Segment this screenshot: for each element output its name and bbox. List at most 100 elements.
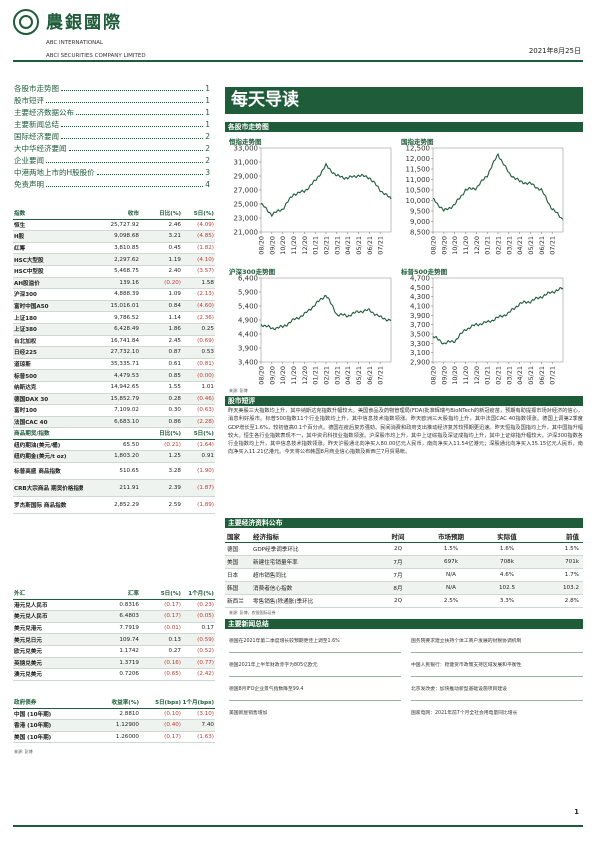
table-row: 欧元兑美元 1.1742 0.27 (0.52) <box>13 646 215 658</box>
table-cell: 0.87 <box>168 349 181 356</box>
toc-item[interactable]: 股市短评 1 <box>14 94 210 106</box>
y-tick-label: 9,000 <box>410 218 430 226</box>
table-cell: 2Q <box>394 598 402 604</box>
table-row: 红筹 3,810.85 0.45 (1.82) <box>13 243 215 255</box>
table-cell: 2.5% <box>443 598 459 604</box>
table-row: 美国 (10年期) 1.26000 (0.17) (1.63) <box>13 732 215 744</box>
x-tick-label: 06/21 <box>366 366 374 385</box>
table-cell: 标普高盛 商品指数 <box>14 468 61 475</box>
toc-label: 企业要闻 <box>14 155 44 165</box>
series-line <box>260 295 392 331</box>
news-separator <box>411 652 583 653</box>
table-cell: 0.17 <box>201 625 214 632</box>
header-cell: 国家 <box>227 533 240 541</box>
table-row: H股 9,098.68 3.21 (4.85) <box>13 231 215 243</box>
x-tick-label: 05/21 <box>355 366 363 385</box>
table-cell: (0.00) <box>197 372 214 379</box>
report-date: 2021年8月25日 <box>528 47 581 55</box>
news-item[interactable]: 国家电网：2021年前7个月全社会用电量同比增长 <box>411 711 518 716</box>
table-cell: 5,468.75 <box>114 268 139 275</box>
toc-item[interactable]: 企业要闻 2 <box>14 154 210 166</box>
header-cell: 外汇 <box>14 591 26 598</box>
x-tick-label: 11/20 <box>462 366 470 385</box>
table-cell: 25,727.92 <box>110 221 139 228</box>
news-item[interactable]: 德国8月IFO企业景气指数降至99.4 <box>229 687 304 692</box>
news-item[interactable]: 北京发改委：加快推动新型基础设施项目建设 <box>411 687 507 692</box>
y-tick-label: 4,900 <box>238 317 258 325</box>
header-cell: 5日(%) <box>160 591 181 598</box>
table-row: 日经225 27,732.10 0.87 0.53 <box>13 347 215 359</box>
y-tick-label: 4,400 <box>238 331 258 339</box>
table-cell: 台北加权 <box>14 338 37 345</box>
table-cell: 标普500 <box>14 373 37 380</box>
toc-leader <box>46 157 204 163</box>
y-tick-label: 3,400 <box>238 359 258 367</box>
y-tick-label: 11,500 <box>406 166 431 174</box>
table-cell: 沪深300 <box>14 292 37 299</box>
toc-item[interactable]: 主要新闻总结 1 <box>14 118 210 130</box>
header-cell: 商品期货/指数 <box>14 431 50 438</box>
news-item[interactable]: 国务院要求建立扶持个体工商户发展的财税协调机制 <box>411 639 522 644</box>
toc-page: 2 <box>205 143 210 153</box>
toc-item[interactable]: 大中华经济要闻 2 <box>14 142 210 154</box>
chart-title-hsi: 恒指走势图 <box>229 138 262 146</box>
x-tick-label: 09/20 <box>440 236 448 255</box>
toc-item[interactable]: 免责声明 4 <box>14 178 210 190</box>
table-cell: (1.89) <box>197 501 214 508</box>
table-row: 中国 (10年期) 2.8810 (0.10) (3.10) <box>13 709 215 721</box>
series-line <box>432 152 564 220</box>
table-cell: 7月 <box>393 573 403 579</box>
table-cell: 4,479.53 <box>114 372 139 379</box>
table-cell: 16,741.84 <box>110 337 139 344</box>
toc-page: 1 <box>205 107 210 117</box>
y-tick-label: 31,000 <box>234 159 259 167</box>
table-row: 标普高盛 商品指数 510.65 3.28 (1.90) <box>13 463 215 480</box>
table-cell: 纳斯达克 <box>14 385 37 392</box>
x-tick-label: 03/21 <box>333 366 341 385</box>
x-tick-label: 11/20 <box>462 236 470 255</box>
x-tick-label: 04/21 <box>516 366 524 385</box>
table-cell: 香港 (10年期) <box>14 723 52 730</box>
table-row: CRB大宗商品 期货价格指数 211.91 2.39 (1.87) <box>13 479 215 497</box>
news-item[interactable]: 德国2021年上半年财政赤字为805亿欧元 <box>229 663 318 668</box>
news-item[interactable]: 德国在2021年第二季度增长较预期更佳上调至1.6% <box>229 639 340 644</box>
table-cell: 日本 <box>227 573 239 579</box>
table-cell: 14,942.65 <box>110 384 139 391</box>
x-tick-label: 10/20 <box>451 236 459 255</box>
fx-table: 外汇 汇率 5日(%) 1个月(%) 港元兑人民币 0.8316 (0.17) (0.23) 美… <box>13 588 215 681</box>
table-cell: 美国 (10年期) <box>14 735 52 742</box>
toc-leader <box>76 109 204 115</box>
x-tick-label: 09/20 <box>268 366 276 385</box>
y-tick-label: 12,000 <box>406 155 431 163</box>
news-item[interactable]: 中国人民银行：稳健货币政策支持区域发展和平衡性 <box>411 663 522 668</box>
table-cell: 3,810.85 <box>114 245 139 252</box>
table-cell: (0.77) <box>197 659 214 666</box>
news-item[interactable]: 美国新屋销售增加 <box>229 711 268 716</box>
table-cell: 中国 (10年期) <box>14 711 52 718</box>
toc-item[interactable]: 中港两地上市的H股股价 3 <box>14 166 210 178</box>
header-cell: 1个月(%) <box>188 591 214 598</box>
table-cell: N/A <box>446 585 456 591</box>
x-tick-label: 10/20 <box>451 366 459 385</box>
table-cell: (0.65) <box>164 671 181 678</box>
x-tick-label: 12/20 <box>301 366 309 385</box>
table-cell: 0.8316 <box>119 601 139 608</box>
toc-item[interactable]: 主要经济数据公布 1 <box>14 106 210 118</box>
table-cell: 0.27 <box>168 648 181 655</box>
table-cell: 日经225 <box>14 350 37 357</box>
toc-label: 中港两地上市的H股股价 <box>14 167 95 177</box>
table-header: 外汇 汇率 5日(%) 1个月(%) <box>13 588 215 600</box>
toc-leader <box>46 181 204 187</box>
table-cell: (1.87) <box>197 484 214 491</box>
toc-item[interactable]: 国际经济要闻 2 <box>14 130 210 142</box>
index-table: 指数 收市 日比(%) 5日(%) 恒生 25,727.92 2.46 (4.09) H股 9,0… <box>13 208 215 429</box>
table-row: 上证180 9,786.52 1.14 (2.36) <box>13 312 215 324</box>
x-tick-label: 01/21 <box>312 236 320 255</box>
econ-data-table: 国家 经济指标 时间 市场预期 实际值 前值 德国 GDP经季调季环比 2Q 1.5% 1.6% 1.… <box>225 530 583 608</box>
toc-item[interactable]: 各股市走势图 1 <box>14 82 210 94</box>
table-cell: 2,297.62 <box>114 256 139 263</box>
table-cell: (0.40) <box>164 722 181 729</box>
table-cell: 零售销售(除通胀)季环比 <box>253 599 314 605</box>
table-cell: 德国 <box>227 547 239 553</box>
table-cell: (4.60) <box>197 303 214 310</box>
